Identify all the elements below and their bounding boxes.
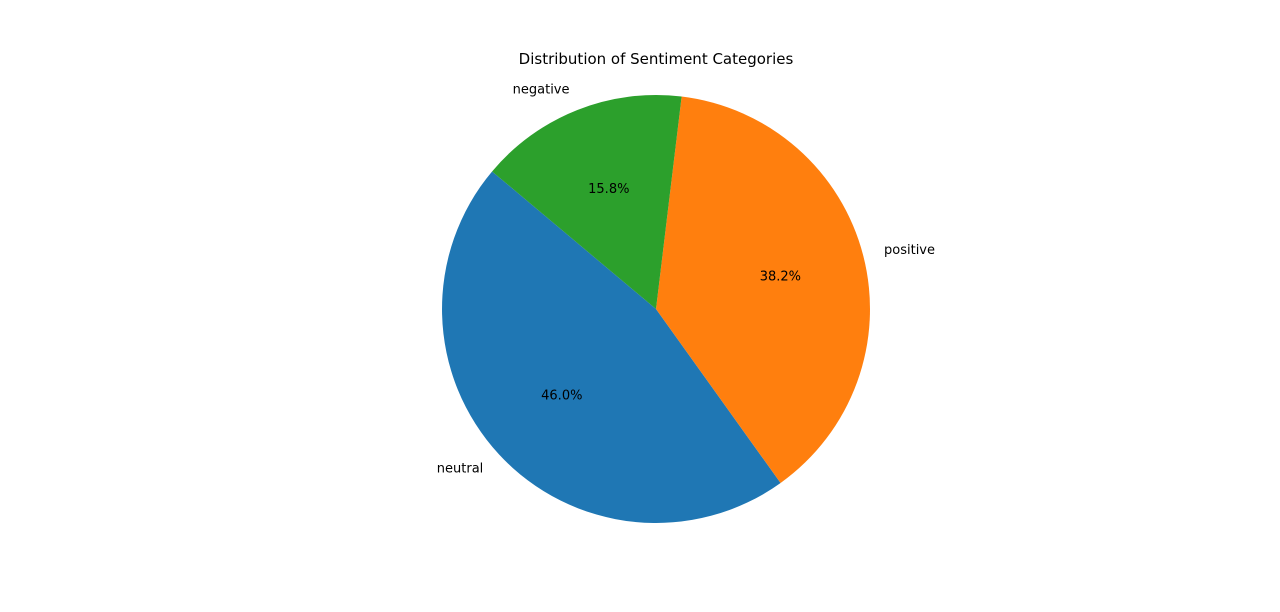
pie-slices: [442, 94, 870, 523]
category-label-neutral: neutral: [437, 461, 484, 476]
pie-slice-positive: [656, 96, 870, 483]
category-label-positive: positive: [884, 243, 935, 258]
pie-labels: neutral 46.0% positive 38.2% negative 15.8%: [437, 83, 935, 477]
percent-label-neutral: 46.0%: [541, 389, 582, 404]
percent-label-positive: 38.2%: [760, 270, 801, 285]
percent-label-negative: 15.8%: [588, 182, 629, 197]
pie-slice-neutral: [442, 171, 781, 523]
category-label-negative: negative: [513, 83, 570, 98]
pie-slice-negative: [492, 94, 682, 309]
chart-title: Distribution of Sentiment Categories: [519, 50, 794, 68]
